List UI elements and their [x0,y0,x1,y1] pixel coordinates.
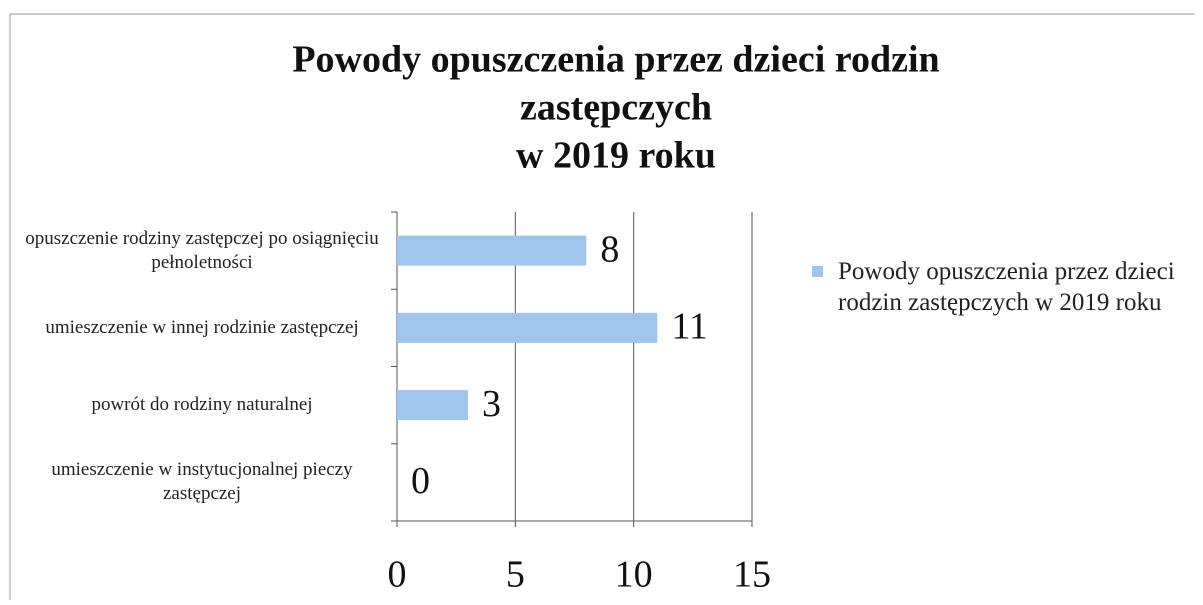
x-tick-label: 15 [733,554,771,596]
x-tick-label: 0 [388,554,407,596]
chart-title: zastępczych [520,87,712,129]
x-tick-label: 5 [506,554,525,596]
legend-swatch [812,266,823,277]
legend-label: Powody opuszczenia przez dzieci rodzin z… [838,258,1175,316]
bar [397,235,587,266]
data-label: 3 [482,383,501,425]
y-tick-label: opuszczenie rodziny zastępczej po osiągn… [25,227,379,273]
data-label: 11 [671,306,708,348]
data-label: 0 [411,460,430,502]
y-tick-label: powrót do rodziny naturalnej [91,394,313,416]
data-label: 8 [600,228,619,270]
chart-title: w 2019 roku [516,135,716,177]
y-tick-label: umieszczenie w instytucjonalnej pieczy z… [51,459,353,505]
bar [397,390,468,421]
bar [397,312,658,343]
chart-title: Powody opuszczenia przez dzieci rodzin [292,39,939,81]
y-tick-label: umieszczenie w innej rodzinie zastępczej [45,316,359,338]
x-tick-label: 10 [615,554,653,596]
